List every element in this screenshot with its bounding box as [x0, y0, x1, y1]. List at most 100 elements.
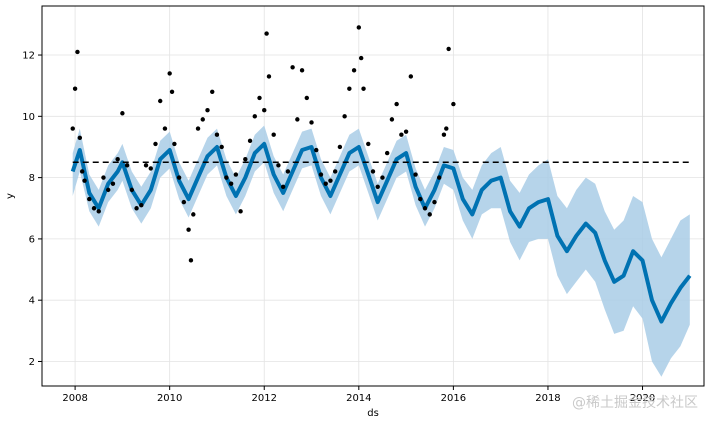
- observed-point: [82, 178, 87, 183]
- observed-point: [394, 101, 399, 107]
- observed-point: [342, 114, 347, 119]
- observed-point: [271, 132, 276, 137]
- observed-point: [264, 31, 269, 36]
- x-tick-label: 2014: [346, 393, 371, 404]
- observed-point: [366, 141, 371, 147]
- y-tick-label: 6: [29, 234, 35, 245]
- observed-point: [347, 86, 352, 91]
- observed-point: [238, 209, 243, 214]
- watermark: @稀土掘金技术社区: [572, 395, 698, 411]
- observed-point: [181, 199, 187, 205]
- x-tick-label: 2020: [630, 393, 655, 404]
- observed-point: [224, 175, 229, 180]
- observed-point: [403, 129, 409, 134]
- x-axis-ticks: 2008 2010 2012 2014 2016 2018 2020: [62, 386, 655, 404]
- observed-point: [233, 172, 239, 177]
- forecast-line-group: [70, 141, 692, 324]
- y-axis-label: y: [5, 193, 16, 199]
- observed-point: [148, 166, 153, 171]
- observed-point: [285, 169, 291, 174]
- observed-point: [70, 126, 75, 131]
- observed-point: [304, 95, 309, 101]
- observed-point: [413, 172, 418, 177]
- observed-point: [266, 74, 272, 79]
- observed-point: [444, 126, 449, 131]
- observed-point: [176, 175, 182, 180]
- observed-point: [205, 107, 210, 113]
- observed-point: [384, 150, 390, 156]
- plot-frame: [41, 5, 705, 387]
- observed-point: [314, 147, 319, 153]
- observed-point: [370, 169, 376, 174]
- y-tick-label: 8: [29, 173, 35, 184]
- observed-point: [441, 132, 447, 137]
- observed-point: [337, 144, 343, 150]
- observed-point: [356, 25, 362, 30]
- observed-point: [243, 157, 248, 162]
- observed-point: [214, 132, 220, 137]
- observed-point: [124, 163, 130, 168]
- x-tick-label: 2018: [535, 393, 560, 404]
- observed-point: [79, 169, 85, 174]
- observed-point: [186, 227, 191, 232]
- observed-point: [101, 175, 106, 180]
- observed-point: [295, 117, 300, 122]
- observed-point: [399, 132, 404, 137]
- observed-point: [129, 187, 135, 193]
- observed-point: [380, 175, 385, 180]
- observed-point: [200, 117, 205, 122]
- observed-point: [134, 206, 139, 211]
- observed-point: [451, 101, 456, 107]
- observed-point: [120, 111, 125, 116]
- observed-point: [422, 206, 428, 211]
- observed-point: [91, 206, 97, 211]
- x-axis-label: ds: [367, 408, 379, 419]
- observed-point: [358, 55, 364, 61]
- observed-point: [252, 114, 257, 119]
- x-tick-label: 2008: [62, 393, 87, 404]
- x-tick-label: 2012: [252, 393, 277, 404]
- observed-point: [158, 98, 163, 104]
- y-axis-ticks: 2 4 6 8 10 12: [22, 51, 42, 368]
- observed-point: [162, 126, 168, 131]
- observed-point: [188, 258, 194, 263]
- observed-points: [70, 25, 456, 263]
- x-tick-label: 2010: [157, 393, 182, 404]
- y-tick-label: 4: [29, 296, 35, 307]
- forecast-line: [70, 141, 692, 324]
- observed-point: [210, 89, 215, 95]
- observed-point: [257, 95, 262, 101]
- y-tick-label: 2: [29, 357, 35, 368]
- observed-point: [280, 184, 286, 190]
- y-tick-label: 12: [22, 51, 35, 62]
- observed-point: [228, 181, 234, 186]
- observed-point: [139, 202, 144, 208]
- observed-point: [351, 68, 357, 73]
- observed-point: [323, 181, 328, 186]
- observed-point: [167, 71, 172, 76]
- observed-point: [106, 187, 111, 193]
- observed-point: [309, 120, 314, 125]
- observed-point: [299, 68, 305, 73]
- observed-point: [115, 157, 120, 162]
- observed-point: [432, 199, 437, 205]
- observed-point: [72, 86, 78, 91]
- observed-point: [169, 89, 175, 95]
- observed-point: [375, 184, 380, 190]
- uncertainty-area: [72, 125, 690, 377]
- observed-point: [153, 141, 158, 147]
- observed-point: [195, 126, 201, 131]
- observed-point: [276, 163, 281, 168]
- observed-point: [332, 169, 338, 174]
- observed-point: [427, 212, 432, 217]
- observed-point: [408, 74, 414, 79]
- observed-point: [389, 117, 395, 122]
- observed-point: [318, 172, 324, 177]
- observed-point: [96, 209, 101, 214]
- observed-point: [361, 86, 366, 91]
- observed-point: [191, 212, 196, 217]
- y-tick-label: 10: [22, 112, 35, 123]
- x-tick-label: 2016: [441, 393, 466, 404]
- observed-point: [290, 65, 295, 70]
